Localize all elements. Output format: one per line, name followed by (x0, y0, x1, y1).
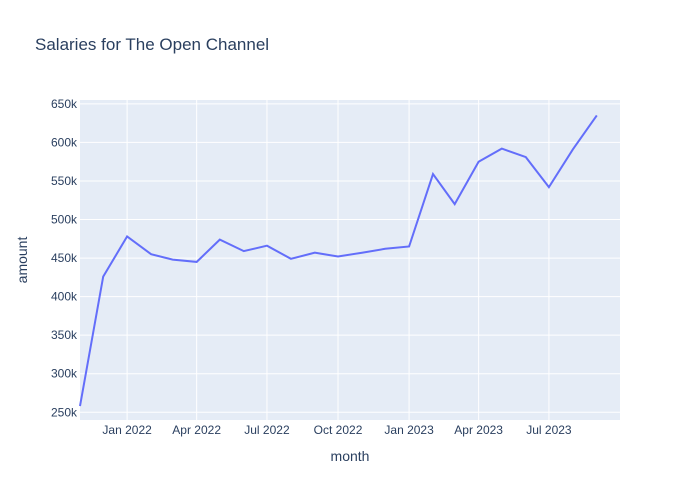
y-tick-label: 600k (51, 135, 78, 149)
x-tick-label: Jul 2023 (526, 423, 572, 437)
x-axis-ticks: Jan 2022 Apr 2022 Jul 2022 Oct 2022 Jan 2023… (102, 423, 572, 437)
y-tick-label: 550k (51, 174, 78, 188)
x-tick-label: Apr 2022 (172, 423, 221, 437)
x-tick-label: Jul 2022 (244, 423, 290, 437)
gridlines (80, 100, 620, 420)
y-axis-title: amount (14, 237, 30, 284)
chart-title: Salaries for The Open Channel (35, 35, 269, 54)
y-tick-label: 300k (51, 367, 78, 381)
x-axis-title: month (331, 448, 370, 464)
y-axis-ticks: 250k 300k 350k 400k 450k 500k 550k 600k 650k (51, 97, 78, 419)
x-tick-label: Oct 2022 (314, 423, 363, 437)
series-line (79, 114, 598, 407)
y-tick-label: 250k (51, 405, 78, 419)
y-tick-label: 450k (51, 251, 78, 265)
x-tick-label: Jan 2023 (384, 423, 434, 437)
plot-area (80, 100, 620, 420)
x-tick-label: Jan 2022 (102, 423, 152, 437)
y-tick-label: 500k (51, 213, 78, 227)
y-tick-label: 650k (51, 97, 78, 111)
x-tick-label: Apr 2023 (454, 423, 503, 437)
y-tick-label: 350k (51, 328, 78, 342)
y-tick-label: 400k (51, 290, 78, 304)
